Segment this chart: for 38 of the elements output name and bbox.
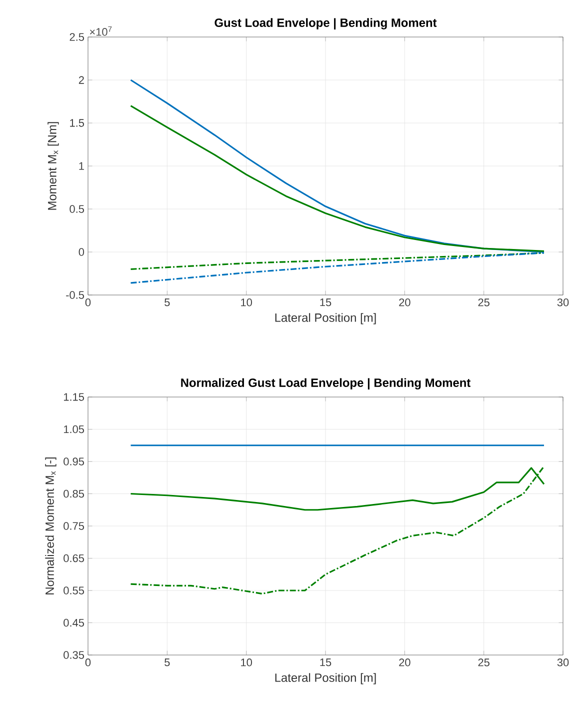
y-tick-label: 0.35 [64, 651, 84, 659]
y-tick-label: 0.75 [64, 522, 84, 530]
y-tick-label: 0.55 [64, 586, 84, 594]
y-tick-label: 0 [78, 248, 84, 256]
y-tick-label: 2 [78, 76, 84, 84]
chart-title: Normalized Gust Load Envelope | Bending Moment [181, 378, 470, 390]
y-axis-title: Normalized Moment M$_{x}$ [-] [45, 458, 56, 594]
x-tick-label: 10 [241, 298, 252, 306]
y-tick-label: 1.05 [64, 425, 84, 434]
x-tick-label: 5 [164, 658, 170, 666]
x-axis-title: Lateral Position [m] [275, 313, 376, 324]
y-tick-label: 0.95 [64, 458, 84, 466]
x-tick-label: 0 [85, 298, 91, 306]
text: ×10$^{7}$ [90, 26, 112, 36]
x-tick-label: 5 [164, 298, 170, 306]
y-tick-label: 0.85 [64, 490, 84, 498]
y-tick-label: 0.5 [70, 205, 84, 213]
x-tick-label: 20 [399, 658, 410, 666]
y-tick-label: 2.5 [70, 33, 84, 41]
x-tick-label: 0 [85, 658, 91, 666]
y-tick-label: 0.45 [64, 618, 84, 627]
x-tick-label: 30 [557, 298, 569, 306]
y-tick-label: -0.5 [66, 291, 84, 299]
x-tick-label: 25 [478, 658, 490, 666]
x-tick-label: 15 [320, 658, 332, 666]
x-tick-label: 10 [241, 658, 252, 666]
x-tick-label: 20 [399, 298, 410, 306]
x-axis-title: Lateral Position [m] [275, 673, 376, 684]
y-tick-label: 0.65 [64, 554, 84, 562]
y-axis-title: Moment M$_{x}$ [Nm] [48, 122, 59, 210]
line-series [130, 466, 545, 595]
x-tick-label: 15 [320, 298, 332, 306]
y-tick-label: 1.15 [64, 393, 84, 401]
x-tick-label: 30 [557, 658, 569, 666]
y-tick-label: 1 [79, 162, 84, 170]
x-tick-label: 25 [478, 298, 490, 306]
y-tick-label: 1.5 [70, 119, 84, 127]
chart-title: Gust Load Envelope | Bending Moment [214, 18, 437, 30]
